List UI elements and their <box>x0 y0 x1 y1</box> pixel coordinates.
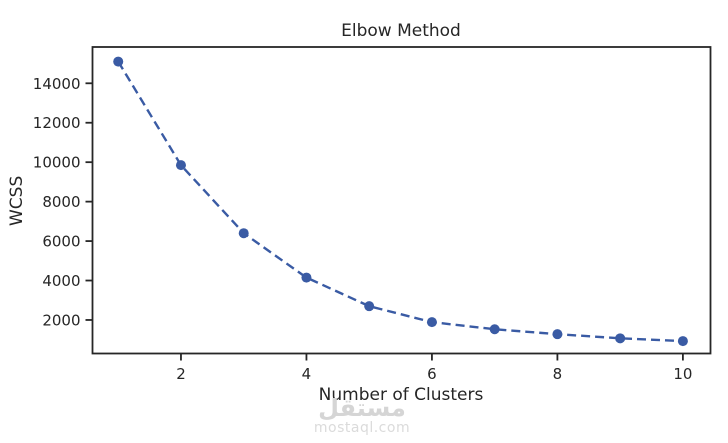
data-point-4 <box>301 272 312 283</box>
data-point-7 <box>489 324 500 335</box>
y-tick-label: 14000 <box>33 75 81 93</box>
x-tick-label: 8 <box>553 365 563 383</box>
data-point-2 <box>175 160 186 171</box>
data-point-5 <box>364 301 375 312</box>
x-tick-label: 10 <box>673 365 692 383</box>
wcss-line <box>117 60 683 343</box>
x-tick-label: 6 <box>427 365 437 383</box>
data-point-3 <box>238 228 249 239</box>
y-tick-label: 12000 <box>33 114 81 132</box>
data-point-8 <box>552 329 563 340</box>
x-tick-label: 4 <box>302 365 312 383</box>
x-tick-label: 2 <box>176 365 186 383</box>
y-tick-label: 4000 <box>42 272 80 290</box>
x-axis-label: Number of Clusters <box>318 385 484 405</box>
data-point-10 <box>677 336 688 347</box>
y-tick-label: 2000 <box>42 311 80 329</box>
y-tick-label: 10000 <box>33 154 81 172</box>
y-tick-label: 8000 <box>42 193 80 211</box>
data-point-6 <box>426 317 437 328</box>
data-point-1 <box>113 56 124 67</box>
y-tick-label: 6000 <box>42 233 80 251</box>
data-point-9 <box>615 333 626 344</box>
chart-title: Elbow Method <box>341 21 461 41</box>
plot-border <box>91 46 712 355</box>
